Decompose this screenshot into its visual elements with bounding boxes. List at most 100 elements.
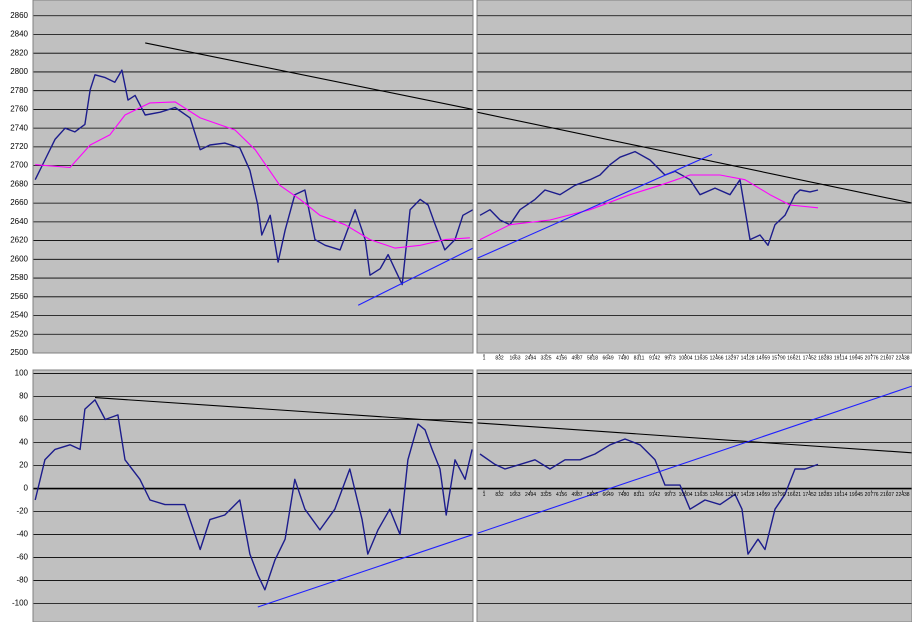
line-series bbox=[35, 101, 470, 249]
y-tick-label: 40 bbox=[19, 438, 28, 447]
line-series bbox=[94, 397, 473, 424]
plot bbox=[33, 15, 473, 353]
x-tick-label: 6649 bbox=[602, 492, 613, 498]
y-tick-label: 2600 bbox=[10, 254, 28, 263]
y-tick-label: 80 bbox=[19, 392, 28, 401]
x-tick-label: 13297 bbox=[725, 355, 739, 361]
x-tick-label: 10804 bbox=[679, 355, 693, 361]
x-tick-label: 22438 bbox=[896, 492, 910, 498]
x-tick-label: 2494 bbox=[525, 355, 536, 361]
y-tick-label: 2620 bbox=[10, 236, 28, 245]
x-tick-label: 832 bbox=[495, 492, 504, 498]
x-tick-label: 9973 bbox=[665, 492, 676, 498]
y-tick-label: 0 bbox=[24, 484, 29, 493]
x-tick-label: 20776 bbox=[865, 492, 879, 498]
x-tick-label: 4987 bbox=[571, 492, 582, 498]
x-tick-label: 19114 bbox=[834, 492, 848, 498]
x-tick-label: 12466 bbox=[710, 492, 724, 498]
plot bbox=[33, 373, 473, 608]
x-tick-label: 14128 bbox=[741, 492, 755, 498]
y-tick-label: 2580 bbox=[10, 273, 28, 282]
x-tick-label: 10804 bbox=[679, 492, 693, 498]
x-tick-label: 4987 bbox=[571, 355, 582, 361]
plot-border bbox=[32, 369, 474, 622]
x-tick-label: 3325 bbox=[540, 492, 551, 498]
x-tick-label: 832 bbox=[495, 355, 504, 361]
x-tick-label: 14959 bbox=[756, 355, 770, 361]
x-tick-label: 1663 bbox=[509, 355, 520, 361]
y-tick-label: 2560 bbox=[10, 292, 28, 301]
line-series bbox=[479, 174, 819, 241]
x-tick-label: 4156 bbox=[556, 355, 567, 361]
x-tick-label: 6649 bbox=[602, 355, 613, 361]
y-tick-label: -80 bbox=[16, 576, 28, 585]
line-series bbox=[34, 399, 473, 591]
y-tick-label: 2760 bbox=[10, 105, 28, 114]
y-tick-label: 2540 bbox=[10, 311, 28, 320]
y-tick-label: 2800 bbox=[10, 67, 28, 76]
x-tick-label: 19945 bbox=[849, 492, 863, 498]
line-series bbox=[477, 385, 912, 534]
line-series bbox=[145, 42, 473, 110]
x-tick-label: 13297 bbox=[725, 492, 739, 498]
x-tick-label: 7480 bbox=[618, 355, 629, 361]
plot-border bbox=[476, 369, 912, 622]
x-tick-label: 18283 bbox=[818, 355, 832, 361]
plot-area bbox=[33, 370, 473, 622]
x-tick-label: 18283 bbox=[818, 492, 832, 498]
x-tick-label: 21607 bbox=[880, 492, 894, 498]
x-tick-label: 15790 bbox=[772, 492, 786, 498]
x-tick-label: 9973 bbox=[665, 355, 676, 361]
line-series bbox=[357, 247, 473, 306]
line-series bbox=[477, 153, 713, 259]
x-tick-label: 11635 bbox=[694, 355, 708, 361]
y-tick-label: 2880 bbox=[10, 0, 28, 1]
y-tick-label: 2500 bbox=[10, 348, 28, 357]
x-tick-label: 2494 bbox=[525, 492, 536, 498]
x-tick-label: 19945 bbox=[849, 355, 863, 361]
plot-border bbox=[32, 0, 474, 354]
x-tick-label: 16621 bbox=[787, 492, 801, 498]
x-tick-label: 1663 bbox=[509, 492, 520, 498]
x-tick-label: 1 bbox=[483, 355, 486, 361]
x-tick-label: 19114 bbox=[834, 355, 848, 361]
plot bbox=[477, 373, 912, 604]
y-tick-label: 2860 bbox=[10, 11, 28, 20]
x-tick-label: 20776 bbox=[865, 355, 879, 361]
x-tick-label: 17452 bbox=[803, 355, 817, 361]
x-tick-label: 22438 bbox=[896, 355, 910, 361]
plot-area bbox=[477, 370, 912, 622]
x-tick-label: 11635 bbox=[694, 492, 708, 498]
x-tick-label: 1 bbox=[483, 492, 486, 498]
line-series bbox=[479, 438, 819, 555]
x-tick-label: 7480 bbox=[618, 492, 629, 498]
x-tick-label: 8311 bbox=[634, 355, 645, 361]
x-tick-label: 14959 bbox=[756, 492, 770, 498]
y-tick-label: 2520 bbox=[10, 329, 28, 338]
y-tick-label: -100 bbox=[12, 599, 29, 608]
x-tick-label: 5818 bbox=[587, 492, 598, 498]
y-tick-label: -40 bbox=[16, 530, 28, 539]
x-tick-label: 14128 bbox=[741, 355, 755, 361]
y-tick-label: 2820 bbox=[10, 48, 28, 57]
y-tick-label: 2700 bbox=[10, 161, 28, 170]
y-tick-label: 2740 bbox=[10, 123, 28, 132]
plot bbox=[477, 15, 912, 353]
x-tick-label: 15790 bbox=[772, 355, 786, 361]
x-tick-label: 16621 bbox=[787, 355, 801, 361]
line-series bbox=[257, 533, 473, 608]
y-tick-label: 2640 bbox=[10, 217, 28, 226]
line-series bbox=[34, 69, 473, 286]
x-tick-label: 3325 bbox=[540, 355, 551, 361]
x-tick-label: 9142 bbox=[649, 355, 660, 361]
y-tick-label: 2660 bbox=[10, 198, 28, 207]
plot-border bbox=[476, 0, 912, 354]
y-tick-label: 2720 bbox=[10, 142, 28, 151]
x-tick-label: 12466 bbox=[710, 355, 724, 361]
line-series bbox=[477, 111, 912, 204]
y-tick-label: 2680 bbox=[10, 179, 28, 188]
line-series bbox=[477, 422, 912, 454]
y-tick-label: -20 bbox=[16, 507, 28, 516]
y-tick-label: -60 bbox=[16, 553, 28, 562]
